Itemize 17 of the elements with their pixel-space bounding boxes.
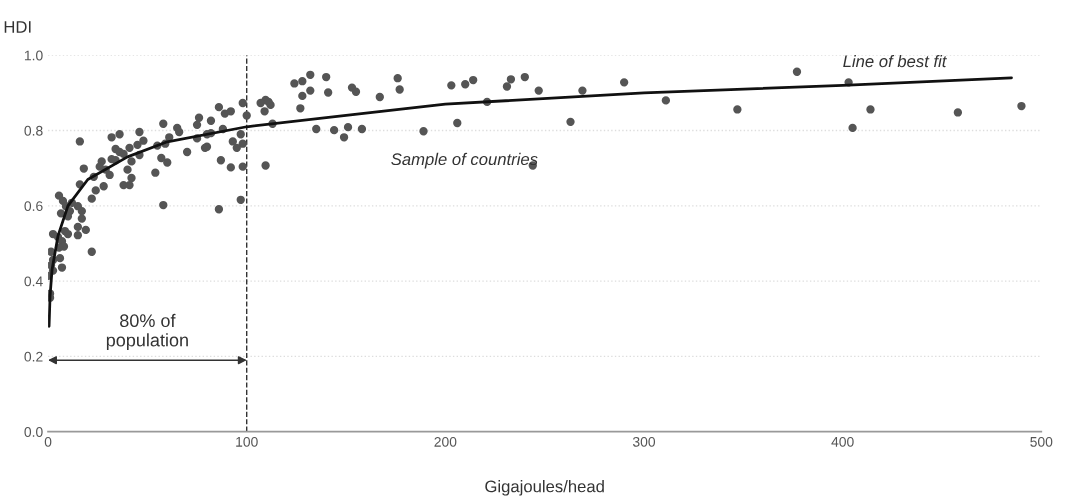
annotation: Sample of countries (391, 152, 538, 169)
y-tick-label: 1.0 (24, 50, 43, 61)
y-tick-label: 0.0 (24, 427, 43, 437)
y-tick-label: 0.4 (24, 276, 43, 287)
x-tick-label: 100 (236, 436, 258, 447)
x-tick-label: 0 (44, 436, 52, 447)
x-tick-label: 200 (434, 436, 457, 447)
y-axis-title: HDI (4, 21, 31, 33)
y-tick-label: 0.2 (24, 351, 43, 362)
y-tick-label: 0.6 (24, 201, 43, 211)
annotation: Line of best fit (843, 54, 947, 68)
x-tick-label: 300 (632, 436, 656, 447)
x-tick-label: 400 (831, 436, 854, 447)
y-tick-label: 0.8 (24, 125, 43, 136)
x-tick-label: 500 (1030, 436, 1053, 447)
annotation: 80% of population (106, 313, 188, 351)
x-axis-title: Gigajoules/head (485, 480, 604, 496)
